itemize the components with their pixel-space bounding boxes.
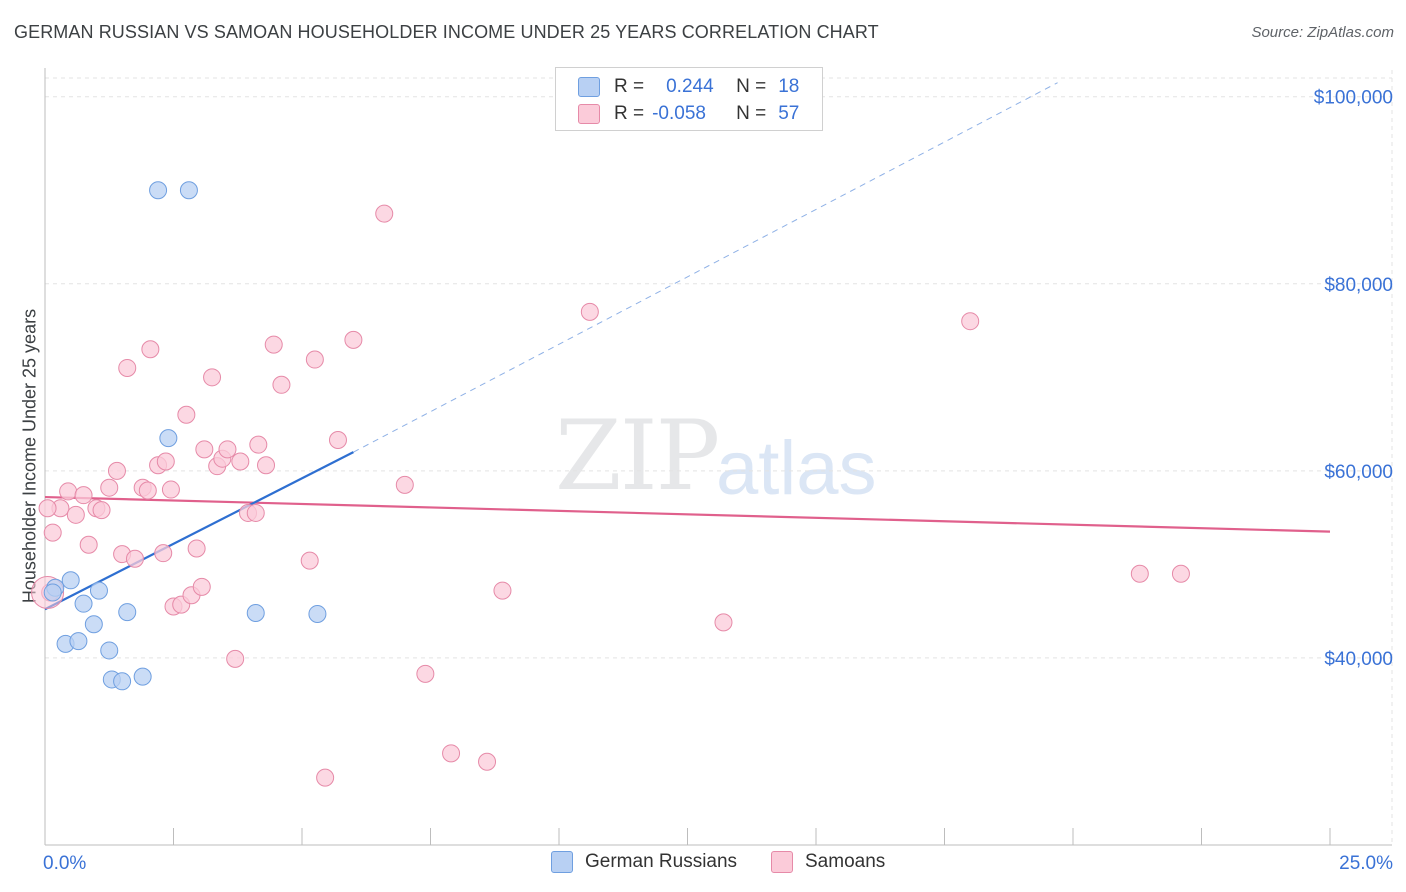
point-samoans	[344, 330, 363, 349]
n-label: N =	[736, 76, 767, 97]
point-german-russians	[113, 672, 132, 691]
r-label: R =	[614, 103, 645, 124]
point-samoans	[249, 435, 268, 454]
trend-lines	[44, 82, 1331, 611]
axes	[44, 68, 1392, 846]
blue-swatch	[551, 851, 573, 873]
data-points	[31, 181, 1190, 787]
point-samoans	[316, 768, 335, 787]
n-label: N =	[736, 103, 767, 124]
point-samoans	[328, 430, 347, 449]
point-samoans	[161, 480, 180, 499]
point-german-russians	[61, 571, 80, 590]
watermark-atlas: atlas	[716, 426, 877, 511]
point-samoans	[442, 744, 461, 763]
legend-row-german-russians: R = 0.244 N = 18	[556, 73, 799, 101]
point-german-russians	[100, 641, 119, 660]
x-tick-label-end: 25.0%	[1339, 853, 1393, 874]
point-german-russians	[179, 181, 198, 200]
legend-row-samoans: R = -0.058 N = 57	[556, 100, 799, 128]
point-samoans	[1130, 564, 1149, 583]
watermark-zip: ZIP	[555, 400, 720, 512]
point-german-russians	[133, 667, 152, 686]
point-samoans	[580, 302, 599, 321]
r-value: -0.058	[652, 103, 706, 124]
point-samoans	[118, 358, 137, 377]
legend-label: German Russians	[585, 851, 738, 872]
point-samoans	[79, 535, 98, 554]
point-samoans	[231, 452, 250, 471]
point-german-russians	[43, 583, 62, 602]
legend-item-samoans[interactable]: Samoans	[771, 851, 885, 873]
point-samoans	[59, 482, 78, 501]
point-samoans	[218, 440, 237, 459]
point-samoans	[141, 340, 160, 359]
point-german-russians	[159, 429, 178, 448]
pink-swatch	[771, 851, 793, 873]
point-german-russians	[89, 581, 108, 600]
point-samoans	[125, 549, 144, 568]
trend-german-russians-extension	[353, 82, 1058, 453]
x-tick-label-start: 0.0%	[43, 853, 86, 874]
point-samoans	[714, 613, 733, 632]
point-samoans	[272, 375, 291, 394]
point-german-russians	[69, 632, 88, 651]
chart-title: GERMAN RUSSIAN VS SAMOAN HOUSEHOLDER INC…	[14, 22, 879, 42]
point-samoans	[43, 523, 62, 542]
point-samoans	[416, 664, 435, 683]
point-german-russians	[118, 603, 137, 622]
y-tick-label: $60,000	[1324, 462, 1393, 483]
pink-swatch	[578, 104, 600, 124]
point-samoans	[493, 581, 512, 600]
n-value: 57	[778, 103, 800, 124]
point-samoans	[92, 501, 111, 520]
point-samoans	[203, 368, 222, 387]
point-german-russians	[308, 604, 327, 623]
n-value: 18	[778, 76, 800, 97]
point-samoans	[961, 312, 980, 331]
stats-legend: R = 0.244 N = 18 R = -0.058 N = 57	[555, 67, 823, 131]
tick-labels: $40,000 $60,000 $80,000 $100,000 0.0% 25.0%	[43, 88, 1393, 874]
point-samoans	[300, 551, 319, 570]
point-samoans	[195, 440, 214, 459]
trend-samoans	[44, 495, 1331, 533]
point-samoans	[107, 461, 126, 480]
point-samoans	[100, 478, 119, 497]
point-samoans	[226, 649, 245, 668]
point-samoans	[156, 452, 175, 471]
y-tick-label: $100,000	[1314, 88, 1393, 109]
legend-item-german-russians[interactable]: German Russians	[551, 851, 737, 873]
point-samoans	[264, 335, 283, 354]
legend-label: Samoans	[805, 851, 886, 872]
point-samoans	[38, 499, 57, 518]
point-samoans	[395, 475, 414, 494]
point-samoans	[375, 204, 394, 223]
point-samoans	[1171, 564, 1190, 583]
r-label: R =	[614, 76, 645, 97]
blue-swatch	[578, 77, 600, 97]
point-german-russians	[246, 604, 265, 623]
point-samoans	[66, 505, 85, 524]
point-samoans	[305, 350, 324, 369]
point-samoans	[74, 486, 93, 505]
y-tick-label: $40,000	[1324, 649, 1393, 670]
point-samoans	[177, 405, 196, 424]
point-german-russians	[74, 594, 93, 613]
point-samoans	[138, 481, 157, 500]
y-tick-label: $80,000	[1324, 275, 1393, 296]
point-samoans	[246, 503, 265, 522]
point-samoans	[478, 752, 497, 771]
point-german-russians	[84, 615, 103, 634]
point-samoans	[154, 544, 173, 563]
point-samoans	[187, 539, 206, 558]
source-label: Source: ZipAtlas.com	[1251, 24, 1394, 41]
r-value: 0.244	[666, 76, 714, 97]
point-samoans	[192, 577, 211, 596]
point-german-russians	[149, 181, 168, 200]
point-samoans	[257, 456, 276, 475]
